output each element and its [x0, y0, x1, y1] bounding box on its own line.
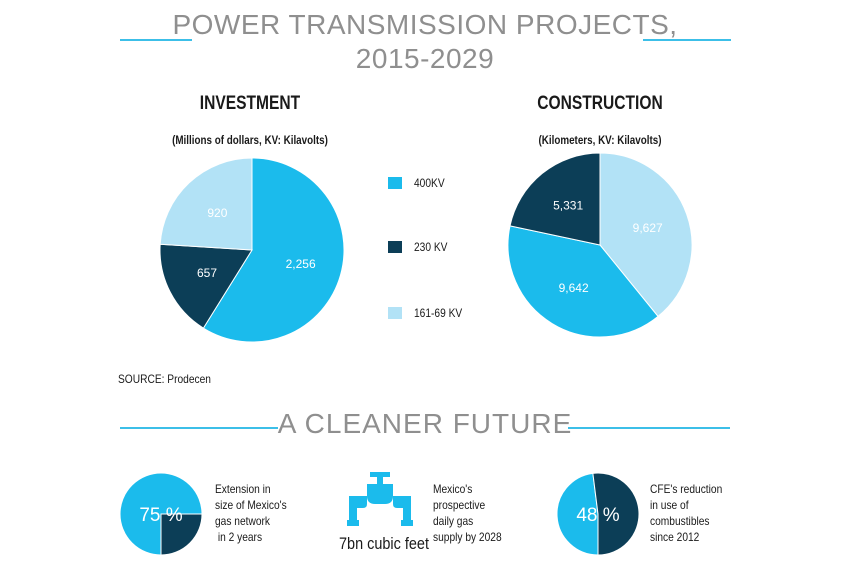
- gas-network-pie: 75 %: [119, 472, 203, 556]
- pie-slice: [119, 472, 203, 556]
- legend-item-230kv: 230 KV: [388, 240, 453, 254]
- pie-center-label: 48 %: [576, 505, 619, 526]
- desc-line: in use of: [650, 498, 689, 512]
- legend-label-400kv: 400KV: [414, 176, 445, 190]
- desc-line: in 2 years: [215, 530, 263, 544]
- desc-line: daily gas: [433, 514, 474, 528]
- construction-title: CONSTRUCTION: [537, 93, 663, 114]
- source-note: SOURCE: Prodecen: [118, 372, 211, 386]
- section-rule-right: [568, 427, 730, 429]
- legend-item-161-69kv: 161-69 KV: [388, 306, 471, 320]
- desc-line: CFE's reduction: [650, 482, 723, 496]
- desc-line: Extension in: [215, 482, 271, 496]
- desc-line: combustibles: [650, 514, 710, 528]
- pie-slice: [202, 157, 345, 343]
- desc-line: prospective: [433, 498, 486, 512]
- combustibles-description: CFE's reduction in use of combustibles s…: [650, 481, 722, 545]
- construction-pie-chart: 9,627 9,642 5,331: [507, 152, 693, 338]
- desc-line: size of Mexico's: [215, 498, 287, 512]
- investment-pie-chart: 2,256 657 920: [159, 157, 345, 343]
- legend-item-400kv: 400KV: [388, 176, 450, 190]
- section-rule-left: [120, 427, 278, 429]
- legend-swatch-161-69kv: [388, 307, 402, 319]
- pie-slice: [592, 472, 640, 556]
- pie-slice: [599, 152, 693, 318]
- construction-heading: CONSTRUCTION (Kilometers, KV: Kilavolts): [518, 93, 682, 147]
- gas-pipe-valve-icon: [347, 472, 413, 526]
- pie-slice-label: 920: [207, 206, 227, 220]
- legend-swatch-230kv: [388, 241, 402, 253]
- legend-swatch-400kv: [388, 177, 402, 189]
- gas-network-description: Extension in size of Mexico's gas networ…: [215, 481, 287, 545]
- construction-subtitle: (Kilometers, KV: Kilavolts): [538, 133, 662, 147]
- pie-slice-label: 657: [197, 266, 217, 280]
- page-title-line2: 2015-2029: [355, 43, 495, 74]
- pie-slice: [507, 225, 659, 338]
- desc-line: since 2012: [650, 530, 700, 544]
- investment-title: INVESTMENT: [199, 93, 301, 114]
- investment-subtitle: (Millions of dollars, KV: Kilavolts): [172, 133, 328, 147]
- pie-slice-label: 9,642: [559, 281, 589, 295]
- gas-supply-description: Mexico's prospective daily gas supply by…: [433, 481, 502, 545]
- pie-slice: [160, 513, 203, 556]
- pie-slice: [509, 152, 601, 246]
- pie-center-label: 75 %: [139, 505, 182, 526]
- legend-label-230kv: 230 KV: [414, 240, 448, 254]
- pie-slice-label: 5,331: [553, 199, 583, 213]
- pie-slice: [556, 472, 599, 556]
- pie-slice: [159, 157, 253, 251]
- desc-line: Mexico's: [433, 482, 473, 496]
- title-rule-right: [643, 39, 731, 41]
- investment-heading: INVESTMENT (Millions of dollars, KV: Kil…: [168, 93, 332, 147]
- page-title-line1: POWER TRANSMISSION PROJECTS,: [172, 9, 678, 40]
- combustibles-reduction-pie: 48 %: [556, 472, 640, 556]
- section-title-cleaner-future: A CLEANER FUTURE: [277, 408, 573, 439]
- pie-slice-label: 2,256: [286, 257, 316, 271]
- desc-line: gas network: [215, 514, 270, 528]
- title-rule-left: [120, 39, 192, 41]
- desc-line: supply by 2028: [433, 530, 502, 544]
- pie-slice: [159, 243, 253, 329]
- gas-supply-value: 7bn cubic feet: [339, 534, 429, 553]
- pie-slice-label: 9,627: [633, 221, 663, 235]
- legend-label-161-69kv: 161-69 KV: [414, 306, 463, 320]
